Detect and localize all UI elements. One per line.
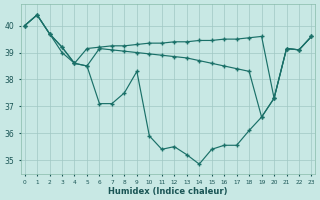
X-axis label: Humidex (Indice chaleur): Humidex (Indice chaleur): [108, 187, 228, 196]
